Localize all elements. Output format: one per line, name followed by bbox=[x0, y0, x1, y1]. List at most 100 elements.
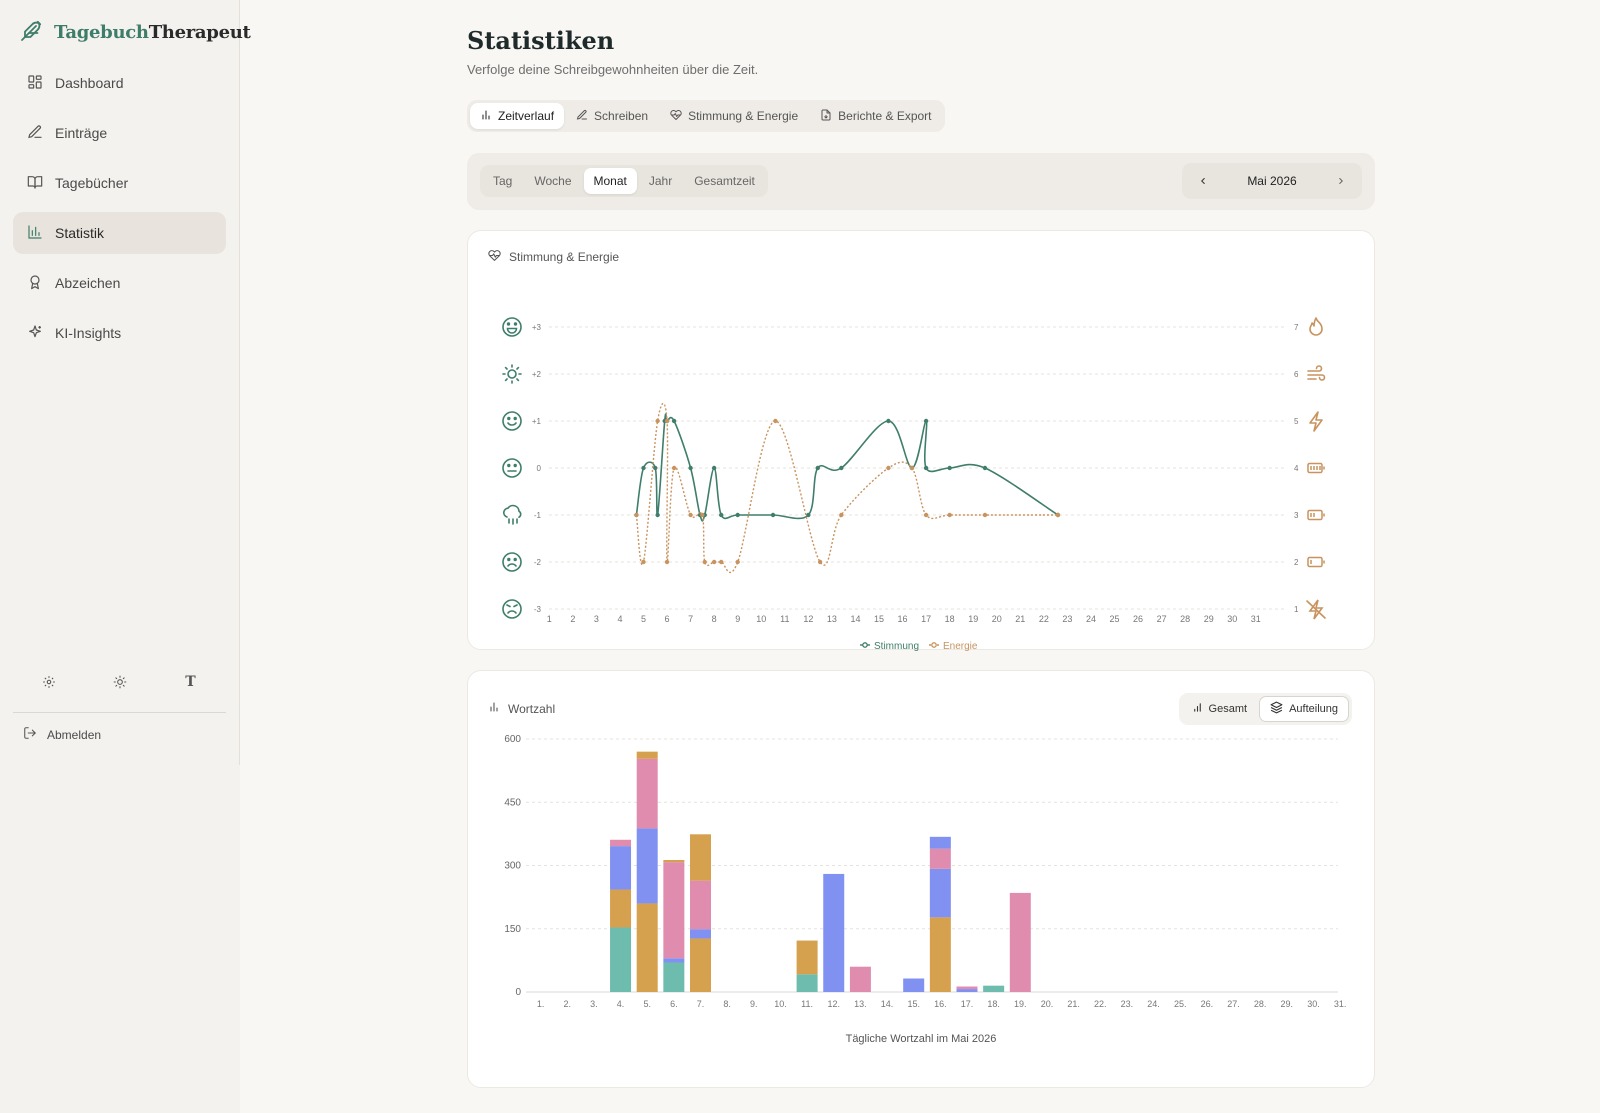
mood-energy-chart: Stimmung Energie +3 7+2 6+1 50 4-1 3-2 2-3 11 2 3… bbox=[502, 317, 1326, 651]
energy-point bbox=[886, 465, 891, 471]
energy-point bbox=[641, 559, 646, 565]
x-tick-label: 19. bbox=[1014, 999, 1027, 1009]
smile-icon bbox=[502, 411, 522, 431]
sidebar-nav: Dashboard Einträge Tagebücher Statistik … bbox=[13, 62, 226, 362]
toggle-total[interactable]: Gesamt bbox=[1182, 696, 1258, 722]
app-logo[interactable]: TagebuchTherapeut bbox=[20, 18, 251, 47]
y-tick-left: +1 bbox=[532, 417, 542, 426]
energy-point bbox=[664, 559, 670, 565]
x-tick-label: 22 bbox=[1039, 614, 1049, 624]
bar-segment bbox=[929, 836, 951, 849]
sidebar-item-label: Statistik bbox=[55, 225, 105, 241]
period-year[interactable]: Jahr bbox=[648, 174, 673, 188]
x-tick-label: 25. bbox=[1174, 999, 1187, 1009]
period-month[interactable]: Monat bbox=[583, 168, 637, 194]
y-tick-label: 0 bbox=[515, 987, 521, 998]
file-download-icon bbox=[820, 109, 832, 124]
battery-medium-icon bbox=[1307, 509, 1325, 521]
sidebar-item-dashboard[interactable]: Dashboard bbox=[13, 62, 226, 104]
x-tick-label: 31. bbox=[1334, 999, 1347, 1009]
toggle-breakdown[interactable]: Aufteilung bbox=[1259, 696, 1349, 722]
word-count-card: Wortzahl Gesamt Aufteilung 0 150 300 450 600… bbox=[467, 670, 1375, 1088]
bar-segment bbox=[823, 873, 845, 992]
x-tick-label: 3 bbox=[594, 614, 599, 624]
sun-icon[interactable] bbox=[105, 670, 135, 694]
rain-cloud-icon bbox=[503, 504, 522, 525]
sidebar-item-label: Tagebücher bbox=[55, 175, 129, 191]
x-tick-label: 29 bbox=[1204, 614, 1214, 624]
legend-mood: Stimmung bbox=[860, 641, 919, 651]
bar-segment bbox=[929, 917, 951, 992]
x-tick-label: 2. bbox=[563, 999, 571, 1009]
tab-timeline[interactable]: Zeitverlauf bbox=[470, 103, 565, 129]
period-all-time[interactable]: Gesamtzeit bbox=[694, 174, 755, 188]
tab-writing[interactable]: Schreiben bbox=[566, 103, 658, 129]
x-tick-label: 9 bbox=[735, 614, 740, 624]
x-tick-label: 18. bbox=[987, 999, 1000, 1009]
heart-pulse-icon bbox=[488, 249, 501, 265]
sidebar-tools: T bbox=[13, 670, 226, 694]
layers-icon bbox=[1270, 701, 1283, 717]
tab-label: Zeitverlauf bbox=[498, 109, 555, 123]
bar-segment bbox=[690, 929, 711, 939]
energy-point bbox=[719, 559, 724, 565]
page-subtitle: Verfolge deine Schreibgewohnheiten über … bbox=[467, 62, 759, 77]
lightning-icon bbox=[1309, 411, 1323, 432]
energy-point bbox=[947, 512, 952, 518]
tab-mood-energy[interactable]: Stimmung & Energie bbox=[660, 103, 808, 129]
mood-point bbox=[655, 512, 660, 518]
no-lightning-icon bbox=[1306, 599, 1326, 620]
month-navigator: Mai 2026 bbox=[1182, 163, 1362, 199]
mood-point bbox=[839, 465, 844, 471]
y-tick-right: 3 bbox=[1294, 511, 1299, 520]
bar-segment bbox=[663, 862, 685, 959]
sidebar-item-journals[interactable]: Tagebücher bbox=[13, 162, 226, 204]
energy-point bbox=[909, 465, 915, 471]
wind-icon bbox=[1307, 365, 1326, 381]
period-day[interactable]: Tag bbox=[493, 174, 513, 188]
chevron-right-icon[interactable] bbox=[1332, 172, 1350, 190]
y-tick-label: 150 bbox=[504, 924, 521, 935]
y-tick-right: 1 bbox=[1294, 605, 1299, 614]
period-week[interactable]: Woche bbox=[534, 174, 572, 188]
bar-segment bbox=[929, 848, 951, 869]
bar-chart-icon bbox=[480, 109, 492, 124]
sidebar-item-entries[interactable]: Einträge bbox=[13, 112, 226, 154]
bar-segment bbox=[1009, 892, 1031, 992]
mood-point bbox=[815, 465, 820, 471]
tab-reports-export[interactable]: Berichte & Export bbox=[810, 103, 941, 129]
x-tick-label: 17. bbox=[961, 999, 974, 1009]
sidebar-item-label: Dashboard bbox=[55, 75, 124, 91]
x-tick-label: 4 bbox=[617, 614, 622, 624]
x-tick-label: 28. bbox=[1254, 999, 1267, 1009]
energy-point bbox=[671, 465, 677, 471]
sidebar-divider bbox=[239, 0, 240, 765]
logout-button[interactable]: Abmelden bbox=[23, 726, 101, 743]
gear-icon[interactable] bbox=[34, 670, 64, 694]
chevron-left-icon[interactable] bbox=[1194, 172, 1212, 190]
x-tick-label: 14. bbox=[881, 999, 894, 1009]
x-tick-label: 25 bbox=[1109, 614, 1119, 624]
mood-energy-card: Stimmung & Energie Stim bbox=[467, 230, 1375, 651]
x-tick-label: 1 bbox=[547, 614, 552, 624]
sidebar-item-statistics[interactable]: Statistik bbox=[13, 212, 226, 254]
neutral-face-icon bbox=[502, 458, 522, 478]
x-tick-label: 8. bbox=[723, 999, 731, 1009]
sidebar-item-badges[interactable]: Abzeichen bbox=[13, 262, 226, 304]
battery-full-icon bbox=[1307, 462, 1325, 474]
energy-point bbox=[817, 559, 823, 565]
x-tick-label: 6. bbox=[670, 999, 678, 1009]
mood-point bbox=[719, 512, 724, 518]
current-month: Mai 2026 bbox=[1247, 174, 1297, 188]
bar-segment bbox=[663, 962, 685, 992]
bar-segment bbox=[956, 989, 978, 992]
sidebar-item-ai-insights[interactable]: KI-Insights bbox=[13, 312, 226, 354]
mood-point bbox=[671, 418, 677, 424]
bar-segment bbox=[610, 889, 632, 928]
toggle-label: Gesamt bbox=[1208, 703, 1248, 715]
font-size-button[interactable]: T bbox=[185, 674, 196, 690]
bar-segment bbox=[636, 751, 658, 759]
energy-point bbox=[655, 418, 660, 424]
x-tick-label: 18 bbox=[945, 614, 955, 624]
bar-segment bbox=[983, 985, 1005, 992]
